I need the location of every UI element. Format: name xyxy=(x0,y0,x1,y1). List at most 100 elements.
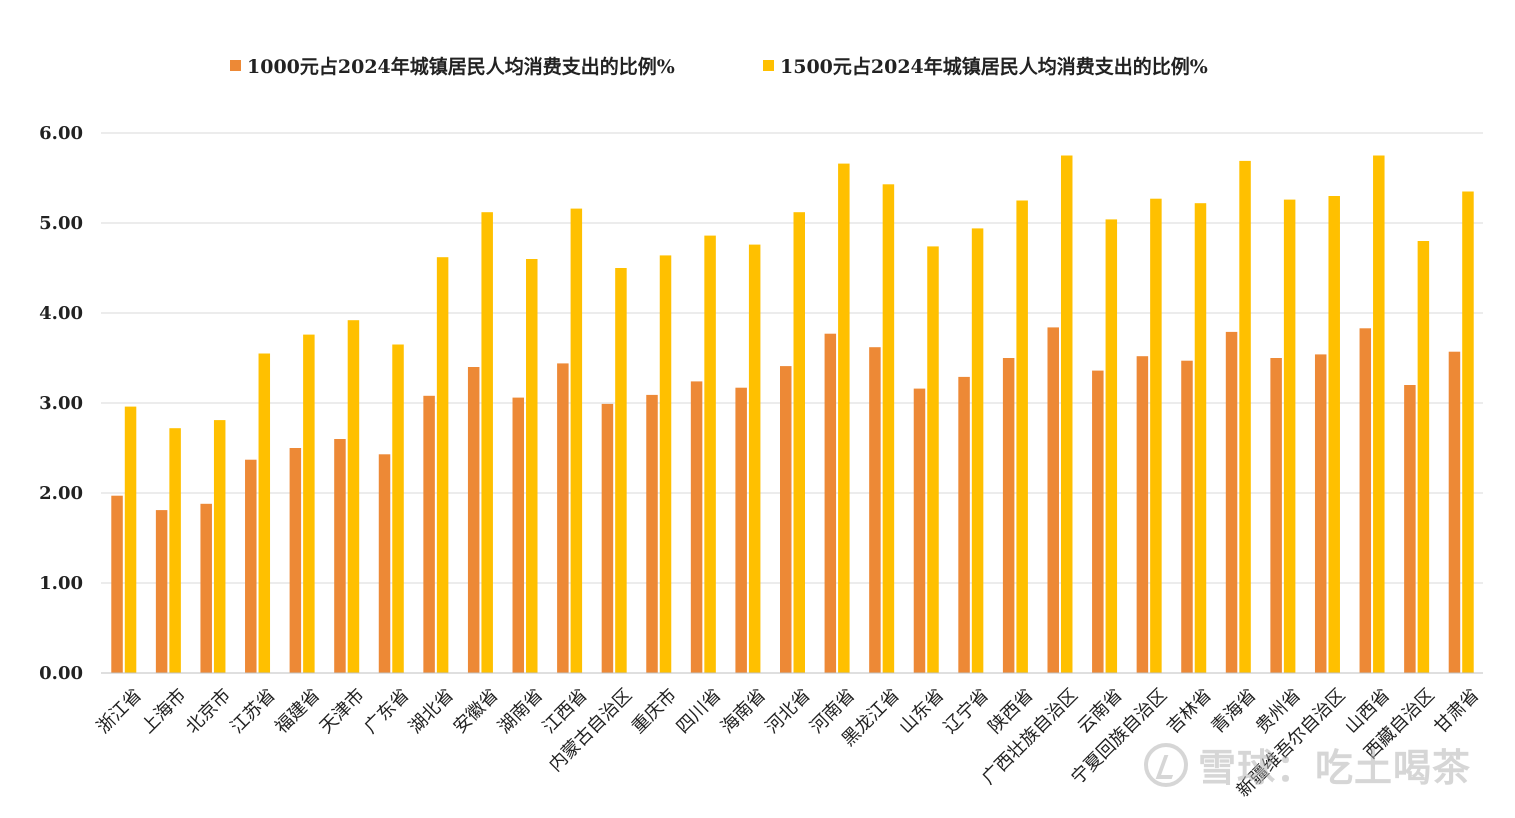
bar-series-1000 xyxy=(557,363,569,673)
bar-series-1500 xyxy=(213,420,226,673)
bar-series-1500 xyxy=(1105,219,1118,673)
legend-label: 1500元占2024年城镇居民人均消费支出的比例% xyxy=(780,56,1208,78)
y-axis-tick-labels: 0.00 1.00 2.00 3.00 4.00 5.00 6.00 xyxy=(39,123,83,684)
bar-series-1000 xyxy=(869,347,881,673)
bar-series-1000 xyxy=(111,495,123,673)
bar-series-1000 xyxy=(913,388,926,673)
y-tick-label: 2.00 xyxy=(39,483,83,504)
x-tick-label: 福建省 xyxy=(271,685,324,738)
bar-series-1000 xyxy=(735,387,747,673)
bar-series-1500 xyxy=(481,212,493,673)
x-tick-label: 青海省 xyxy=(1207,685,1260,738)
bar-series-1000 xyxy=(1092,370,1104,673)
x-tick-label: 广东省 xyxy=(360,685,413,738)
bar-series-1500 xyxy=(1373,155,1385,673)
bar-series-1000 xyxy=(155,510,168,673)
bar-series-1500 xyxy=(1150,198,1162,673)
bars xyxy=(111,155,1474,674)
y-tick-label: 3.00 xyxy=(39,393,83,414)
bar-series-1000 xyxy=(467,367,480,673)
bar-series-1500 xyxy=(927,246,939,673)
x-tick-label: 湖南省 xyxy=(494,685,547,738)
bar-series-1500 xyxy=(570,208,583,673)
bar-series-1500 xyxy=(303,334,315,673)
bar-series-1000 xyxy=(1002,358,1015,673)
bar-series-1000 xyxy=(601,403,614,673)
x-tick-label: 江苏省 xyxy=(227,685,280,738)
legend-swatch-orange xyxy=(230,60,241,71)
bar-series-1000 xyxy=(958,376,970,673)
bar-series-1000 xyxy=(334,439,346,673)
bar-series-1000 xyxy=(1181,360,1193,673)
bar-series-1500 xyxy=(1417,241,1430,673)
legend-label: 1000元占2024年城镇居民人均消费支出的比例% xyxy=(247,56,675,78)
bar-series-1000 xyxy=(1448,351,1461,673)
bar-series-1500 xyxy=(793,212,805,673)
gridlines xyxy=(101,132,1483,584)
legend-item-series-1500: 1500元占2024年城镇居民人均消费支出的比例% xyxy=(763,52,1208,79)
bar-series-1000 xyxy=(1047,327,1059,673)
bar-series-1000 xyxy=(289,448,302,673)
bar-series-1000 xyxy=(245,459,257,673)
x-tick-label: 重庆市 xyxy=(628,685,681,738)
bar-series-1500 xyxy=(971,228,984,673)
bar-series-1500 xyxy=(436,257,449,673)
watermark: 雪球：吃土喝茶 xyxy=(1143,737,1471,792)
bar-series-1000 xyxy=(1136,356,1149,673)
y-tick-label: 5.00 xyxy=(39,213,83,234)
bar-series-1500 xyxy=(748,244,761,673)
legend-item-series-1000: 1000元占2024年城镇居民人均消费支出的比例% xyxy=(230,52,675,79)
bar-series-1500 xyxy=(838,163,850,673)
bar-series-1000 xyxy=(1359,328,1372,673)
bar-series-1000 xyxy=(690,381,703,673)
x-tick-label: 安徽省 xyxy=(449,685,502,738)
bar-series-1500 xyxy=(704,235,716,673)
bar-series-1500 xyxy=(526,259,538,673)
y-tick-label: 0.00 xyxy=(39,663,83,684)
x-tick-label: 海南省 xyxy=(717,685,770,738)
bar-series-1000 xyxy=(423,395,435,673)
y-tick-label: 4.00 xyxy=(39,303,83,324)
bar-series-1500 xyxy=(1239,160,1251,673)
bar-series-1000 xyxy=(512,397,525,673)
x-tick-label: 吉林省 xyxy=(1163,685,1216,738)
bar-series-1500 xyxy=(1194,203,1207,673)
bar-series-1000 xyxy=(200,503,212,673)
legend-swatch-yellow xyxy=(763,60,774,71)
bar-series-1500 xyxy=(882,184,895,674)
bar-series-1500 xyxy=(1328,196,1340,673)
snowball-logo-icon xyxy=(1143,742,1188,787)
x-tick-label: 浙江省 xyxy=(93,685,146,738)
bar-series-1500 xyxy=(1283,199,1296,673)
bar-series-1500 xyxy=(1060,155,1073,673)
x-tick-label: 四川省 xyxy=(672,685,725,738)
bar-series-1500 xyxy=(392,344,404,673)
bar-series-1000 xyxy=(1270,358,1282,673)
x-tick-label: 上海市 xyxy=(137,685,190,738)
x-tick-label: 北京市 xyxy=(182,685,235,738)
y-tick-label: 1.00 xyxy=(39,573,83,594)
bar-series-1500 xyxy=(1462,191,1474,673)
bar-series-1000 xyxy=(1314,354,1327,673)
x-tick-label: 河北省 xyxy=(762,685,815,738)
watermark-text: 雪球：吃土喝茶 xyxy=(1197,746,1471,790)
bar-series-1000 xyxy=(646,394,658,673)
x-tick-label: 甘肃省 xyxy=(1430,685,1483,738)
bar-series-1500 xyxy=(1016,200,1028,673)
x-tick-label: 辽宁省 xyxy=(940,685,993,738)
bar-series-1500 xyxy=(258,353,271,673)
bar-series-1500 xyxy=(347,320,360,673)
bar-series-1000 xyxy=(824,333,837,673)
bar-series-1000 xyxy=(1225,331,1238,673)
x-tick-label: 山东省 xyxy=(895,685,948,738)
bar-series-1500 xyxy=(615,268,627,673)
bar-series-1000 xyxy=(1404,385,1416,673)
bar-series-1500 xyxy=(169,428,181,673)
x-tick-label: 天津市 xyxy=(316,685,369,738)
bar-series-1500 xyxy=(124,406,137,673)
y-tick-label: 6.00 xyxy=(39,123,83,144)
bar-series-1000 xyxy=(378,454,391,673)
x-tick-label: 湖北省 xyxy=(405,685,458,738)
bar-series-1000 xyxy=(780,366,792,673)
